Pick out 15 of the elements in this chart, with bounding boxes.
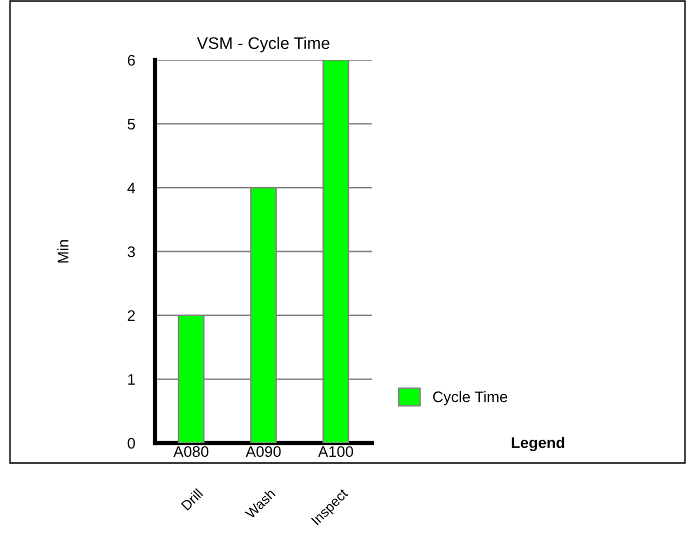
y-axis-title: Min [57,240,68,263]
y-tick-label: 5 [128,118,135,130]
chart-title: VSM - Cycle Time [196,36,330,52]
text: Drill [180,488,204,511]
y-tick-label: 0 [128,438,135,449]
x-tick-label: A080 [173,446,208,457]
legend-label: Cycle Time [433,391,508,406]
legend-title: Legend [512,436,564,452]
x-tick-label: A100 [318,446,354,457]
y-tick-label: 6 [128,54,135,66]
x-tick-label: A090 [246,446,281,457]
y-tick-label: 3 [128,246,135,258]
y-tick-label: 4 [127,182,136,194]
y-tick-label: 2 [128,310,135,321]
y-tick-label: 1 [128,374,135,385]
